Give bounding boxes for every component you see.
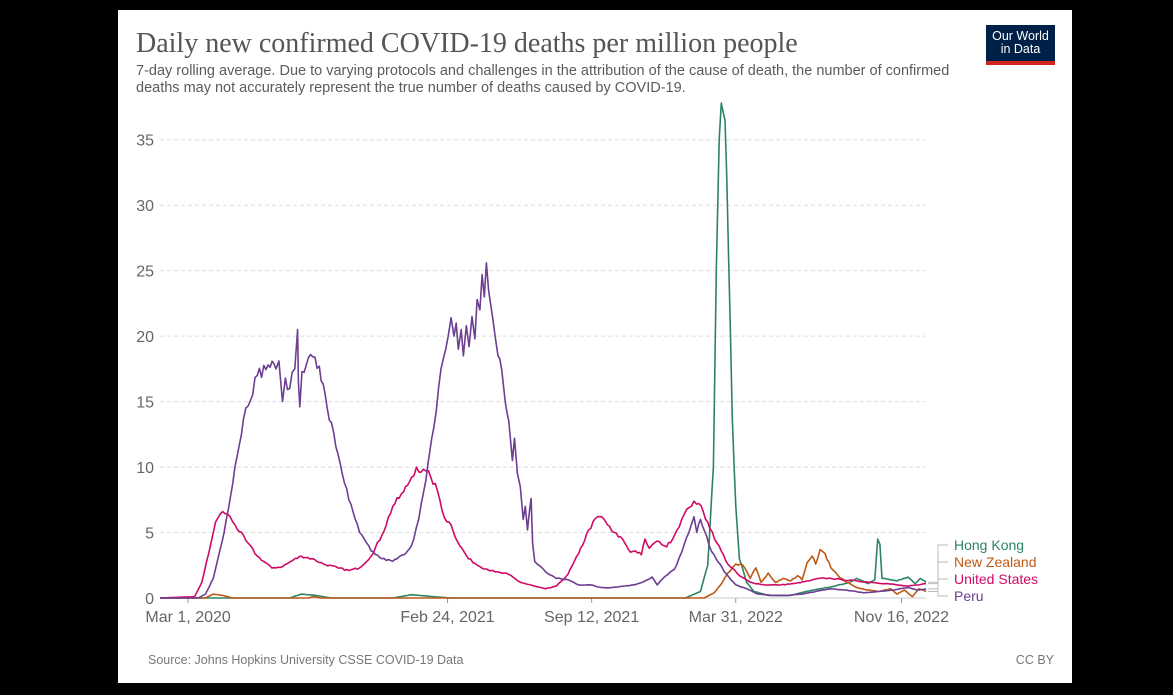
chart-card: Daily new confirmed COVID-19 deaths per … bbox=[118, 10, 1072, 683]
gridlines bbox=[160, 139, 926, 599]
chart-subtitle: 7-day rolling average. Due to varying pr… bbox=[136, 63, 950, 96]
y-tick-label: 0 bbox=[145, 591, 154, 608]
legend-connector-new-zealand bbox=[928, 561, 948, 592]
license-link[interactable]: CC BY bbox=[1015, 653, 1054, 667]
y-tick-label: 15 bbox=[136, 395, 154, 412]
series-line-new-zealand[interactable] bbox=[160, 548, 927, 599]
source-note: Source: Johns Hopkins University CSSE CO… bbox=[148, 653, 464, 667]
y-tick-label: 5 bbox=[145, 526, 154, 543]
legend-label-united-states[interactable]: United States bbox=[954, 571, 1038, 587]
y-tick-label: 30 bbox=[136, 198, 154, 215]
y-tick-label: 25 bbox=[136, 264, 154, 281]
line-chart: 0 5 10 15 20 25 30 35 Mar 1, 2020 Feb 24, 2021 Se… bbox=[136, 102, 1038, 626]
y-tick-label: 20 bbox=[136, 329, 154, 346]
x-tick-label: Feb 24, 2021 bbox=[400, 609, 494, 626]
legend-connector-united-states bbox=[928, 578, 948, 585]
legend-label-new-zealand[interactable]: New Zealand bbox=[954, 554, 1037, 570]
owid-logo[interactable]: Our World in Data bbox=[986, 25, 1055, 65]
series-line-peru[interactable] bbox=[160, 262, 927, 599]
x-tick-label: Mar 1, 2020 bbox=[145, 609, 230, 626]
x-tick-label: Sep 12, 2021 bbox=[544, 609, 639, 626]
series-line-hong-kong[interactable] bbox=[160, 102, 927, 599]
legend-label-hong-kong[interactable]: Hong Kong bbox=[954, 537, 1024, 553]
series-lines bbox=[159, 102, 927, 599]
x-tick-label: Mar 31, 2022 bbox=[689, 609, 783, 626]
x-axis: Mar 1, 2020 Feb 24, 2021 Sep 12, 2021 Mar 3… bbox=[145, 598, 949, 626]
y-axis: 0 5 10 15 20 25 30 35 bbox=[136, 133, 154, 608]
legend-connector-peru bbox=[928, 588, 948, 597]
series-line-united-states[interactable] bbox=[159, 466, 927, 599]
chart-title: Daily new confirmed COVID-19 deaths per … bbox=[136, 28, 798, 59]
logo-line-2: in Data bbox=[1000, 42, 1041, 56]
logo-line-1: Our World bbox=[992, 29, 1049, 43]
x-tick-label: Nov 16, 2022 bbox=[854, 609, 949, 626]
y-tick-label: 10 bbox=[136, 460, 154, 477]
y-tick-label: 35 bbox=[136, 133, 154, 150]
legend-label-peru[interactable]: Peru bbox=[954, 588, 984, 604]
